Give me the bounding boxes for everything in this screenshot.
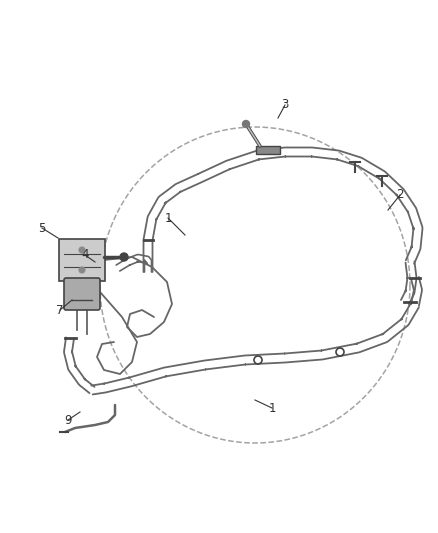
- Text: 2: 2: [396, 189, 403, 201]
- Text: 9: 9: [64, 414, 71, 426]
- Text: 3: 3: [281, 99, 288, 111]
- FancyBboxPatch shape: [59, 239, 105, 281]
- Text: 1: 1: [164, 212, 171, 224]
- Circle shape: [79, 267, 85, 273]
- Text: 1: 1: [268, 401, 275, 415]
- Bar: [255, 146, 279, 154]
- Circle shape: [242, 120, 249, 127]
- FancyBboxPatch shape: [64, 278, 100, 310]
- Text: 5: 5: [38, 222, 46, 235]
- Circle shape: [79, 247, 85, 253]
- Text: 4: 4: [81, 248, 88, 262]
- Text: 7: 7: [56, 303, 64, 317]
- Circle shape: [120, 253, 128, 261]
